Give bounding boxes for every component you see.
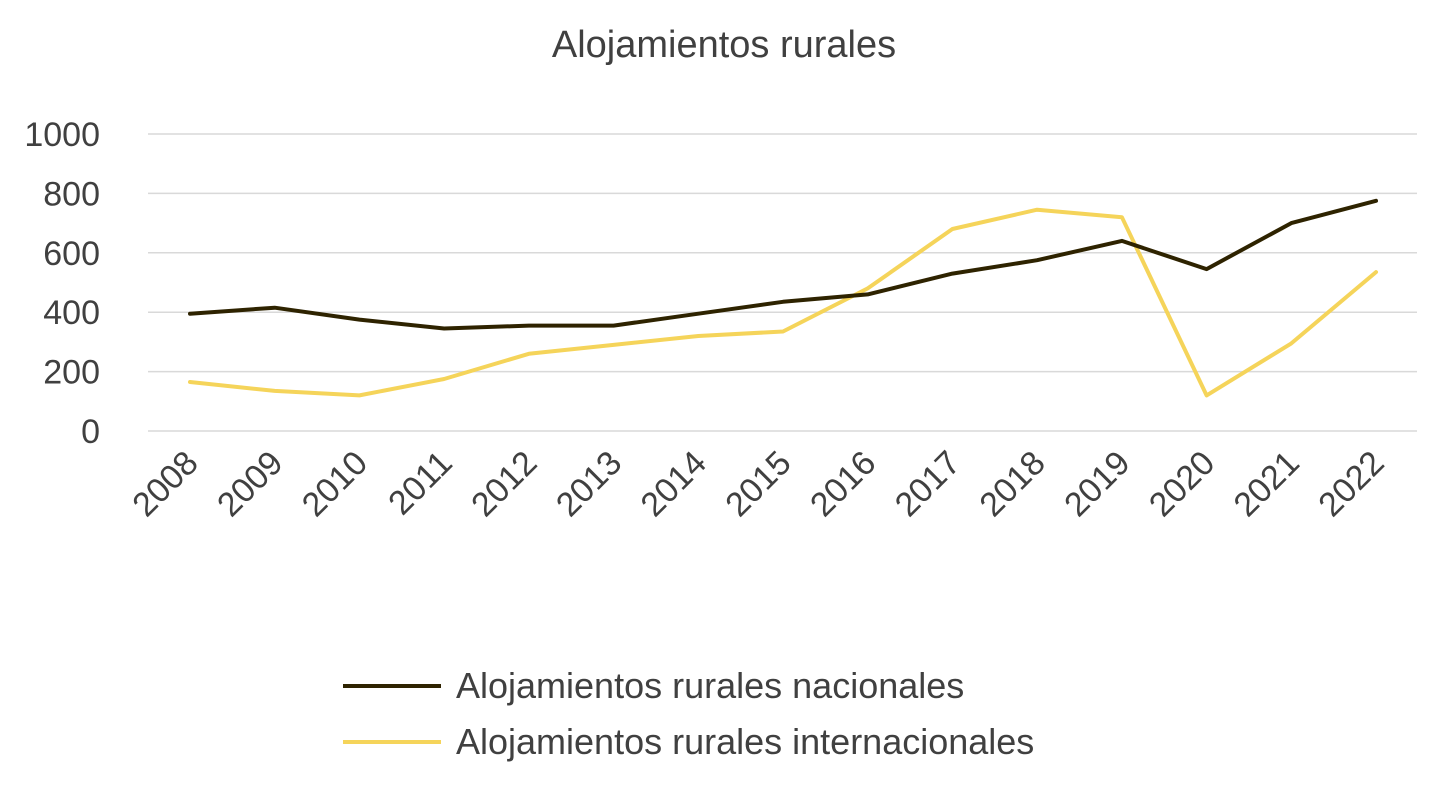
y-tick-label: 200 <box>43 354 100 392</box>
gridlines <box>148 133 1417 432</box>
x-tick-label: 2012 <box>464 444 544 524</box>
y-tick-label: 400 <box>43 294 100 332</box>
chart-title: Alojamientos rurales <box>552 24 896 66</box>
x-axis-ticks: 2008 2009 2010 2011 2012 2013 2014 2015 2016 2017… <box>125 444 1391 524</box>
x-tick-label: 2015 <box>718 444 798 524</box>
series-line-internacionales <box>188 207 1378 398</box>
legend-label: Alojamientos rurales nacionales <box>456 665 964 706</box>
x-tick-label: 2017 <box>888 444 968 524</box>
y-tick-label: 1000 <box>24 116 100 154</box>
legend: Alojamientos rurales nacionales Alojamien… <box>343 665 1034 762</box>
y-tick-label: 600 <box>43 235 100 273</box>
x-tick-label: 2008 <box>125 444 205 524</box>
x-tick-label: 2011 <box>381 444 460 523</box>
legend-label: Alojamientos rurales internacionales <box>456 721 1034 762</box>
x-tick-label: 2018 <box>972 444 1052 524</box>
x-tick-label: 2013 <box>549 444 629 524</box>
y-tick-label: 800 <box>43 175 100 213</box>
x-tick-label: 2019 <box>1057 444 1137 524</box>
x-tick-label: 2010 <box>295 444 375 524</box>
series-line-nacionales <box>188 198 1378 331</box>
x-tick-label: 2022 <box>1311 444 1391 524</box>
x-tick-label: 2014 <box>634 444 714 524</box>
x-tick-label: 2020 <box>1142 444 1222 524</box>
y-axis-ticks: 0 200 400 600 800 1000 <box>24 116 100 451</box>
x-tick-label: 2016 <box>803 444 883 524</box>
y-tick-label: 0 <box>81 413 100 451</box>
x-tick-label: 2009 <box>210 444 290 524</box>
series-lines <box>188 198 1378 398</box>
x-tick-label: 2021 <box>1227 444 1307 524</box>
